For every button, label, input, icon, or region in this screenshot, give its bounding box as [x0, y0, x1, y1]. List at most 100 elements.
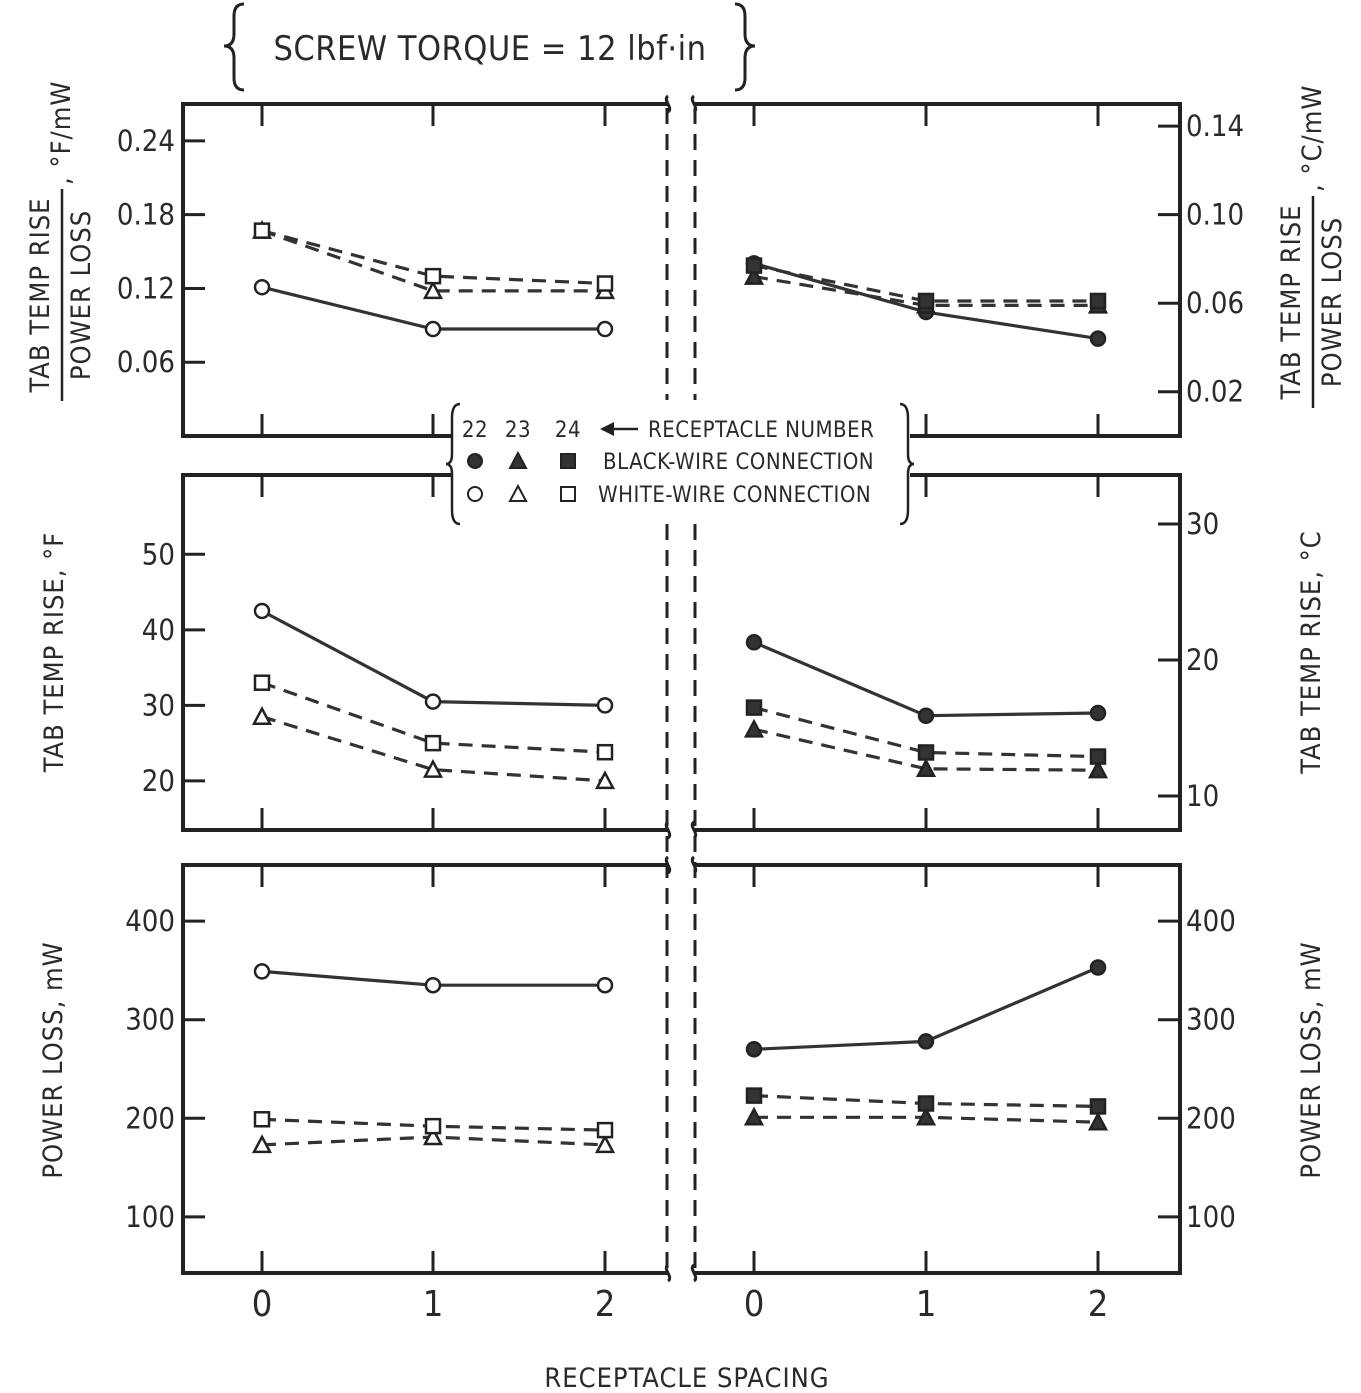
panel-2-left-ylabel: TAB TEMP RISE, °F: [39, 532, 70, 774]
y-axis-titles: TAB TEMP RISE POWER LOSS , °F/mW TAB TEM…: [25, 81, 1348, 1179]
data-point-square: [1089, 292, 1107, 310]
y-tick-label-left: 50: [142, 537, 175, 571]
y-tick-label-left: 400: [125, 904, 175, 938]
data-point-triangle: [743, 265, 765, 285]
data-point-triangle: [422, 280, 444, 300]
y-tick-label-left: 0.18: [117, 198, 175, 232]
panel-1-frame-left: [181, 102, 668, 438]
data-point-triangle: [743, 718, 765, 738]
data-point-square: [1089, 1098, 1107, 1115]
break-mark: [664, 94, 672, 114]
data-layer: [251, 219, 1109, 1154]
data-point-triangle: [743, 1106, 765, 1126]
y-tick-label-right: 300: [1186, 1003, 1236, 1037]
y-tick-label-left: 100: [125, 1200, 175, 1234]
panel-1-left-ylabel-numerator: TAB TEMP RISE: [25, 197, 56, 393]
y-tick-label-left: 300: [125, 1003, 175, 1037]
y-tick-label-left: 0.12: [117, 271, 175, 305]
y-tick-label-left: 40: [142, 613, 175, 647]
y-tick-label-right: 0.14: [1186, 109, 1244, 143]
data-point-triangle: [251, 1134, 273, 1154]
y-tick-label-right: 100: [1186, 1200, 1236, 1234]
title-right-brace: [734, 2, 756, 92]
y-tick-label-left: 30: [142, 688, 175, 722]
data-point-triangle: [915, 758, 937, 778]
break-dividers: [665, 108, 697, 1270]
panel-1-right-ylabel-numerator: TAB TEMP RISE: [1276, 204, 1307, 400]
data-point-circle: [596, 976, 614, 994]
data-point-square: [596, 275, 614, 292]
data-point-circle: [424, 320, 442, 338]
panel-2-right-ylabel: TAB TEMP RISE, °C: [1296, 530, 1327, 775]
data-point-square: [596, 743, 614, 761]
data-point-triangle: [1087, 1111, 1109, 1131]
data-point-square: [745, 257, 763, 274]
legend-receptacle-24: 24: [555, 418, 581, 443]
data-point-circle: [596, 320, 614, 338]
legend-black-label: BLACK-WIRE CONNECTION: [603, 450, 874, 475]
panel-1-right-ylabel: TAB TEMP RISE POWER LOSS , °C/mW: [1276, 85, 1348, 408]
data-point-square: [745, 699, 763, 716]
data-point-square: [917, 744, 935, 761]
legend-header-label: RECEPTACLE NUMBER: [648, 418, 874, 443]
legend-white-label: WHITE-WIRE CONNECTION: [598, 483, 871, 508]
series-line-black-24: [753, 264, 1098, 303]
panel-3-frame-right: [694, 863, 1182, 1275]
panel-3-right-ylabel: POWER LOSS, mW: [1296, 941, 1327, 1178]
legend-receptacle-23: 23: [505, 418, 531, 443]
data-point-circle: [1089, 330, 1107, 347]
legend: 22 23 24 RECEPTACLE NUMBER BLACK-WIRE CO…: [445, 400, 915, 526]
data-point-square: [424, 267, 442, 285]
series-line-white-22: [261, 609, 606, 707]
panel-1-right-ylabel-denominator: POWER LOSS: [1317, 217, 1348, 387]
data-point-circle: [917, 1033, 935, 1050]
series-line-black-24: [753, 706, 1099, 759]
data-point-circle: [424, 976, 442, 994]
panel-1-left-ylabel-unit: , °F/mW: [46, 81, 77, 185]
y-tick-label-right: 200: [1186, 1101, 1236, 1135]
legend-background: [452, 400, 910, 524]
legend-left-brace: [445, 402, 461, 526]
data-point-square: [917, 292, 935, 310]
x-axis-title: RECEPTACLE SPACING: [544, 1363, 829, 1393]
data-point-square: [253, 222, 271, 239]
data-point-square: [1089, 748, 1107, 765]
data-point-triangle: [422, 1126, 444, 1146]
legend-white-circle-icon: [467, 486, 483, 502]
data-point-triangle: [422, 758, 444, 778]
panel-frames: [181, 102, 1182, 1275]
panel-3-left-ylabel: POWER LOSS, mW: [38, 941, 69, 1178]
panel-2-frame-right: [694, 473, 1182, 832]
data-point-circle: [424, 693, 442, 710]
data-point-circle: [745, 634, 763, 651]
legend-white-square-icon: [560, 486, 576, 502]
y-tick-label-right: 0.10: [1186, 198, 1244, 232]
data-point-square: [596, 1121, 614, 1139]
data-point-square: [424, 734, 442, 752]
legend-black-circle-icon: [467, 453, 483, 469]
y-tick-label-left: 0.06: [117, 345, 175, 379]
x-tick-label: 1: [423, 1284, 444, 1325]
y-tick-label-left: 20: [142, 764, 175, 798]
legend-black-triangle-icon: [508, 450, 528, 469]
x-tick-label: 0: [252, 1284, 273, 1325]
break-mark: [690, 1263, 698, 1283]
data-point-square: [253, 674, 271, 691]
panel-1-left-ylabel-denominator: POWER LOSS: [66, 210, 97, 380]
y-tick-label-left: 200: [125, 1101, 175, 1135]
series-line-white-24: [261, 229, 606, 286]
panel-1-right-ylabel-unit: , °C/mW: [1297, 85, 1328, 192]
y-tick-label-left: 0.24: [117, 124, 175, 158]
legend-right-brace: [899, 402, 915, 526]
chart-title-group: SCREW TORQUE = 12 lbf·in: [223, 2, 756, 92]
x-tick-label: 2: [1088, 1284, 1109, 1325]
y-tick-label-right: 0.02: [1186, 375, 1244, 409]
data-point-square: [917, 1095, 935, 1112]
y-tick-label-right: 0.06: [1186, 286, 1244, 320]
data-point-triangle: [915, 1106, 937, 1126]
data-point-circle: [596, 697, 614, 714]
data-point-triangle: [1087, 759, 1109, 779]
y-tick-label-right: 400: [1186, 904, 1236, 938]
y-tick-label-right: 30: [1186, 507, 1219, 541]
